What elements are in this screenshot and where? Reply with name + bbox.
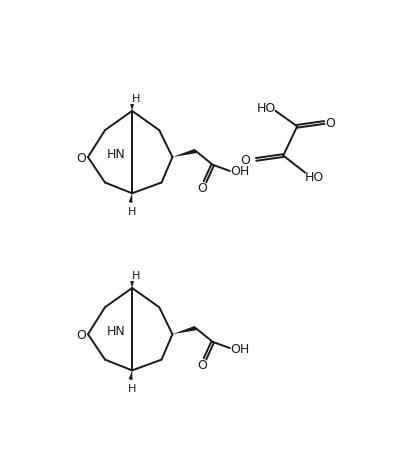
Text: OH: OH [230,165,249,178]
Text: H: H [128,383,136,393]
Text: O: O [76,151,86,164]
Text: H: H [132,270,140,280]
Text: H: H [128,206,136,217]
Text: HO: HO [256,101,275,114]
Polygon shape [130,282,134,288]
Polygon shape [172,326,196,334]
Polygon shape [172,150,196,158]
Text: O: O [239,154,249,167]
Polygon shape [128,370,132,380]
Text: H: H [132,94,140,104]
Polygon shape [130,105,134,112]
Text: HN: HN [107,324,126,337]
Text: OH: OH [230,342,249,355]
Text: O: O [325,117,335,130]
Text: O: O [76,328,86,341]
Polygon shape [128,194,132,203]
Text: O: O [197,182,207,195]
Text: HO: HO [304,170,323,183]
Text: O: O [197,359,207,372]
Text: HN: HN [107,147,126,160]
